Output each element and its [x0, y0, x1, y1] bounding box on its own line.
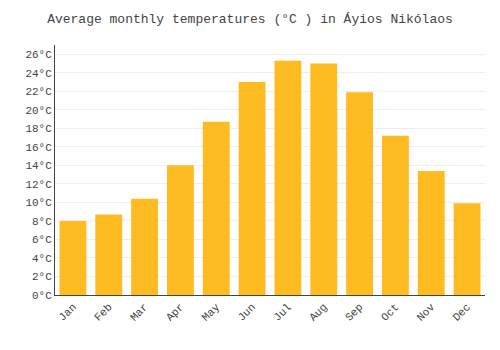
- svg-text:8°C: 8°C: [32, 216, 52, 228]
- svg-text:2°C: 2°C: [32, 271, 52, 283]
- svg-text:0°C: 0°C: [32, 290, 52, 302]
- svg-text:Aug: Aug: [307, 301, 329, 323]
- svg-text:16°C: 16°C: [25, 142, 52, 154]
- svg-text:6°C: 6°C: [32, 234, 52, 246]
- svg-text:Average monthly temperatures (: Average monthly temperatures (°C ) in Áy…: [47, 12, 453, 27]
- svg-text:Jun: Jun: [236, 301, 258, 323]
- svg-text:Feb: Feb: [92, 301, 114, 323]
- svg-text:May: May: [200, 301, 223, 324]
- svg-text:Apr: Apr: [164, 301, 186, 323]
- svg-text:12°C: 12°C: [25, 179, 52, 191]
- svg-text:20°C: 20°C: [25, 105, 52, 117]
- svg-text:24°C: 24°C: [25, 68, 52, 80]
- svg-text:Sep: Sep: [343, 301, 365, 323]
- svg-text:Dec: Dec: [451, 301, 473, 323]
- svg-text:Nov: Nov: [415, 301, 438, 324]
- svg-text:Mar: Mar: [128, 301, 150, 323]
- svg-text:26°C: 26°C: [25, 49, 52, 61]
- svg-text:14°C: 14°C: [25, 160, 52, 172]
- svg-text:18°C: 18°C: [25, 123, 52, 135]
- svg-text:22°C: 22°C: [25, 86, 52, 98]
- svg-text:4°C: 4°C: [32, 253, 52, 265]
- svg-text:Jul: Jul: [271, 301, 293, 323]
- svg-text:10°C: 10°C: [25, 197, 52, 209]
- svg-text:Jan: Jan: [56, 301, 78, 323]
- svg-text:Oct: Oct: [379, 301, 401, 323]
